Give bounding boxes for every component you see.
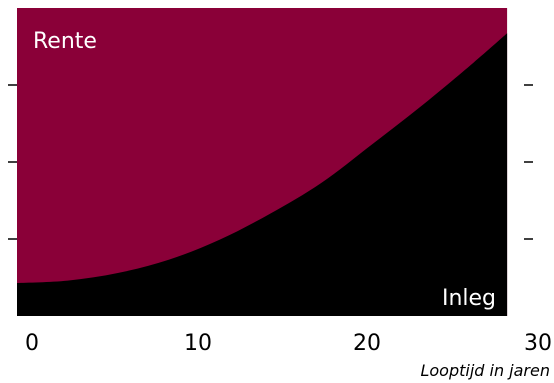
x-axis-tick-labels: 0 10 20 30 bbox=[25, 331, 552, 356]
inleg-area bbox=[17, 33, 508, 316]
rente-area-label: Rente bbox=[33, 29, 97, 54]
x-tick-label: 10 bbox=[184, 331, 212, 356]
inleg-area-label: Inleg bbox=[442, 286, 496, 311]
x-tick-label: 20 bbox=[353, 331, 381, 356]
x-tick-label: 30 bbox=[524, 331, 552, 356]
y-axis-ticks bbox=[8, 84, 533, 240]
plot-area bbox=[17, 8, 508, 316]
x-axis-label: Looptijd in jaren bbox=[420, 361, 550, 380]
x-tick-label: 0 bbox=[25, 331, 39, 356]
